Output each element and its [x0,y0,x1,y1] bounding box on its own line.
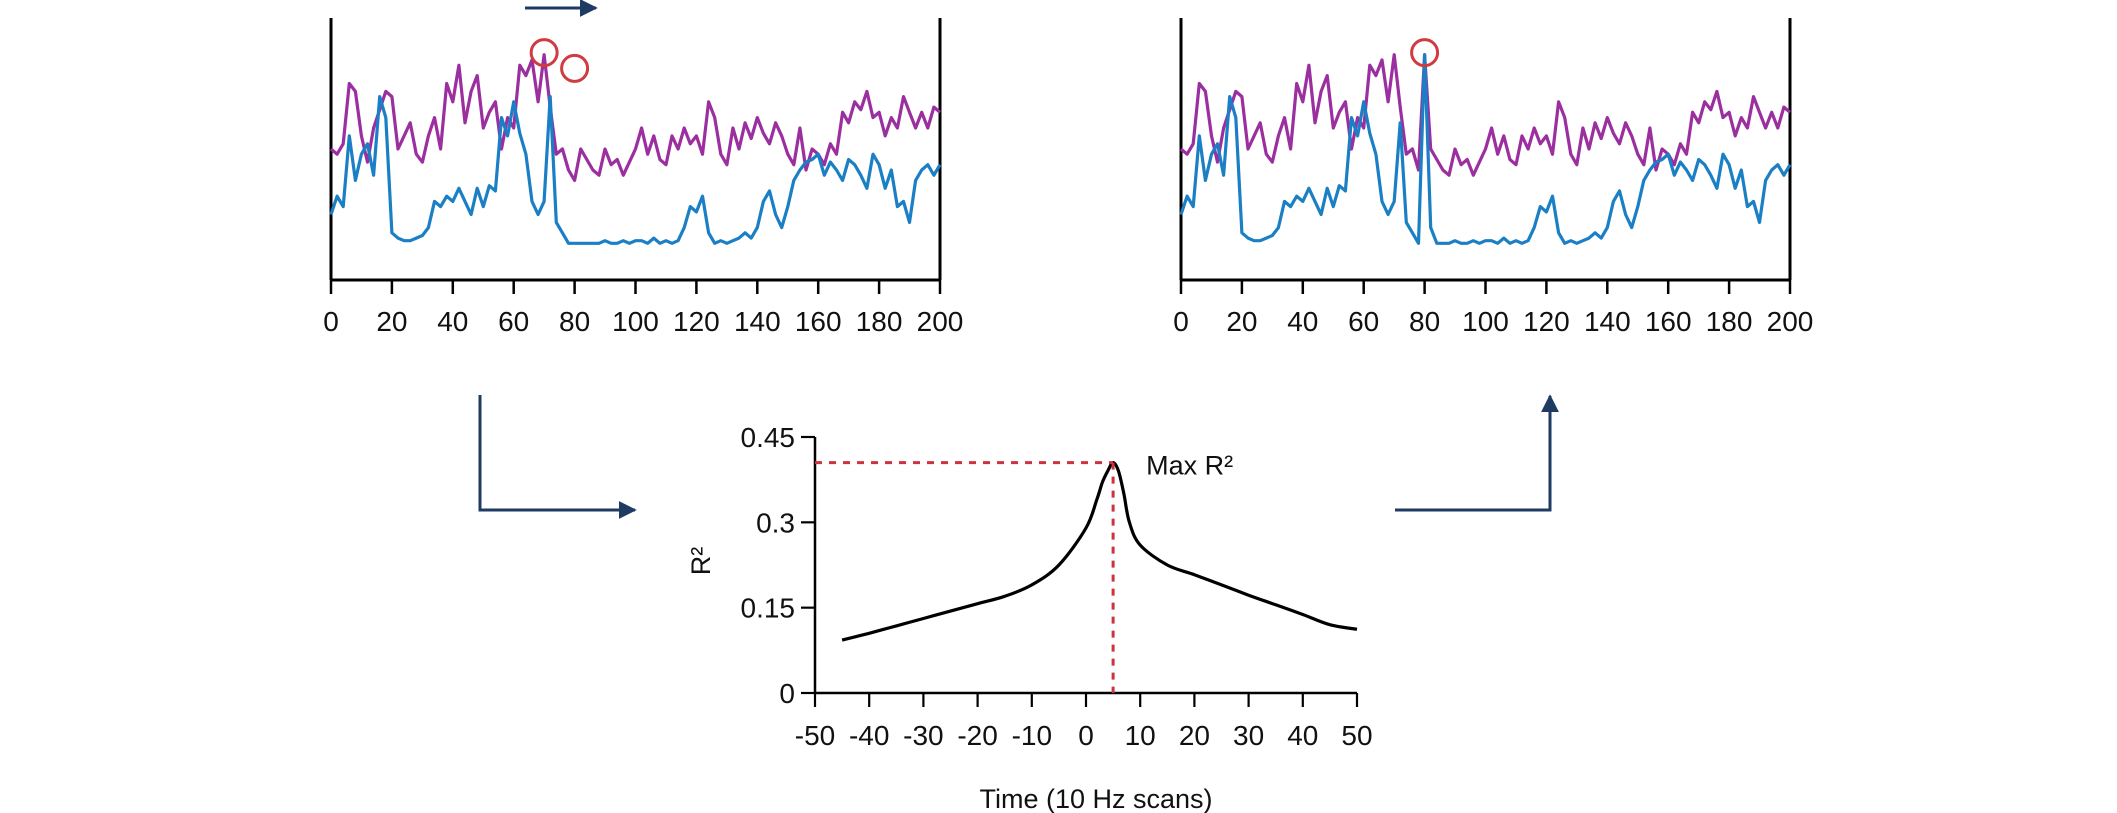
peak-marker [1410,38,1440,68]
x-tick-label: 40 [1287,720,1318,751]
x-tick-label: 180 [856,306,903,337]
x-tick-label: 0 [1173,306,1189,337]
top-right-chart: 0 20 40 60 80 100 120 140 160 180 200 [1173,18,1813,337]
purple-series-line [1179,53,1792,177]
purple-series-line [329,53,942,182]
x-tick-label: 60 [498,306,529,337]
x-tick-label: -50 [795,720,835,751]
x-tick-label: 100 [1462,306,1509,337]
x-tick-label: 0 [323,306,339,337]
x-tick-label: 10 [1125,720,1156,751]
x-tick-label: -40 [849,720,889,751]
x-tick-label: 120 [1523,306,1570,337]
max-r-squared-label: Max R² [1146,451,1233,481]
x-tick-label: 100 [612,306,659,337]
x-tick-label: 20 [1179,720,1210,751]
down-right-arrow [478,395,637,519]
peak-marker [560,53,590,83]
x-tick-label: 0 [1078,720,1094,751]
x-tick-label: 20 [1226,306,1257,337]
r-squared-curve [841,461,1358,642]
x-tick-label: 60 [1348,306,1379,337]
top-left-chart: 0 20 40 60 80 100 120 140 160 180 200 [323,18,963,337]
x-axis-title: Time (10 Hz scans) [979,784,1212,813]
x-tick-label: 160 [1645,306,1692,337]
right-up-arrow [1395,394,1559,512]
y-tick-label: 0.45 [741,422,796,453]
x-tick-label: 20 [376,306,407,337]
x-tick-label: 200 [917,306,964,337]
y-tick-label: 0.3 [756,507,795,538]
x-tick-label: 50 [1341,720,1372,751]
x-tick-label: -20 [957,720,997,751]
y-tick-label: 0.15 [741,593,796,624]
x-tick-label: -10 [1012,720,1052,751]
x-tick-label: 180 [1706,306,1753,337]
blue-series-line [1179,53,1792,245]
cross-correlation-chart: -50 -40 -30 -20 -10 0 10 20 30 40 50 0 0.15 0.3 0.45 Ti… [686,422,1373,813]
x-tick-label: 80 [1409,306,1440,337]
x-tick-label: 40 [437,306,468,337]
x-tick-label: 200 [1767,306,1814,337]
x-tick-label: 140 [734,306,781,337]
flow-arrows [478,0,1559,519]
x-tick-label: 140 [1584,306,1631,337]
y-axis-title: R² [686,547,716,576]
x-tick-label: 40 [1287,306,1318,337]
x-tick-label: -30 [903,720,943,751]
peak-marker [529,38,559,68]
x-tick-label: 120 [673,306,720,337]
blue-series-line [329,94,942,245]
x-tick-label: 160 [795,306,842,337]
x-tick-label: 80 [559,306,590,337]
x-tick-label: 30 [1233,720,1264,751]
y-tick-label: 0 [779,678,795,709]
